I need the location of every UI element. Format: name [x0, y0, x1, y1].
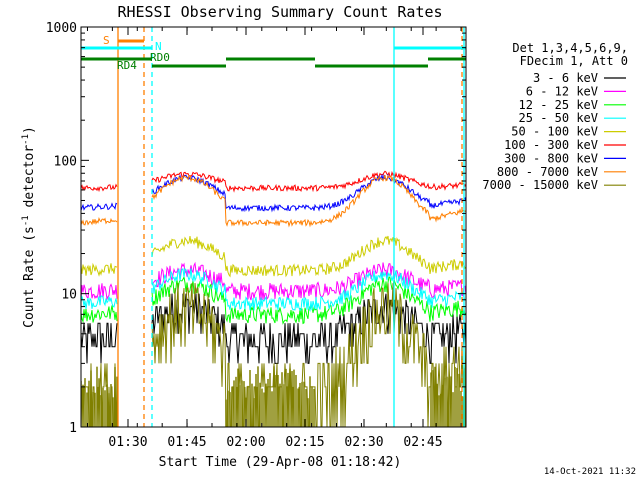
y-tick-label: 100: [54, 154, 77, 169]
series-6-12kev: [81, 261, 466, 302]
legend-label: 800 - 7000 keV: [497, 165, 598, 179]
legend-label: 25 - 50 keV: [519, 111, 598, 125]
y-axis-label: Count Rate (s-1 detector-1): [21, 126, 37, 328]
legend-label: 100 - 300 keV: [504, 138, 598, 152]
flag-label-rd4: RD4: [117, 59, 137, 72]
y-label-sup1: -1: [21, 215, 31, 226]
y-label-sup2: -1: [21, 134, 31, 145]
series-100-300kev: [81, 170, 466, 193]
y-tick-label: 10: [61, 288, 77, 303]
legend-label: 300 - 800 keV: [504, 151, 598, 165]
legend-label: 50 - 100 keV: [511, 125, 598, 139]
y-label-main: Count Rate (s: [22, 226, 37, 328]
x-axis-ticks: 01:30 01:45 02:00 02:15 02:30 02:45: [86, 27, 462, 450]
legend-label: 12 - 25 keV: [519, 98, 598, 112]
y-tick-label: 1: [69, 421, 77, 436]
x-tick-label: 02:00: [226, 435, 265, 450]
chart-title: RHESSI Observing Summary Count Rates: [117, 3, 442, 21]
legend-header-line-2: FDecim 1, Att 0: [520, 54, 628, 68]
flag-label-rd0: RD0: [150, 51, 170, 64]
footer-date: 14-Oct-2021 11:32: [544, 467, 636, 477]
x-tick-label: 01:45: [167, 435, 206, 450]
series-800-7000kev: [81, 174, 466, 228]
x-tick-label: 02:45: [403, 435, 442, 450]
legend-label: 3 - 6 keV: [533, 71, 598, 85]
y-axis-ticks: 1 10 100 1000: [46, 21, 466, 436]
x-tick-label: 02:30: [344, 435, 383, 450]
x-tick-label: 01:30: [108, 435, 147, 450]
x-tick-label: 02:15: [285, 435, 324, 450]
legend-label: 7000 - 15000 keV: [482, 178, 598, 192]
series-50-100kev: [81, 235, 466, 278]
legend-header-line-1: Det 1,3,4,5,6,9,: [512, 41, 628, 55]
y-label-end: ): [22, 126, 37, 134]
plot-frame: [80, 26, 467, 428]
y-tick-label: 1000: [46, 21, 77, 36]
x-axis-label: Start Time (29-Apr-08 01:18:42): [159, 455, 402, 470]
flag-label-s: S: [103, 34, 110, 47]
flag-label-n: N: [155, 40, 162, 53]
legend-label: 6 - 12 keV: [526, 84, 598, 98]
y-label-mid: detector: [22, 145, 37, 216]
series-25-50kev: [81, 267, 466, 312]
